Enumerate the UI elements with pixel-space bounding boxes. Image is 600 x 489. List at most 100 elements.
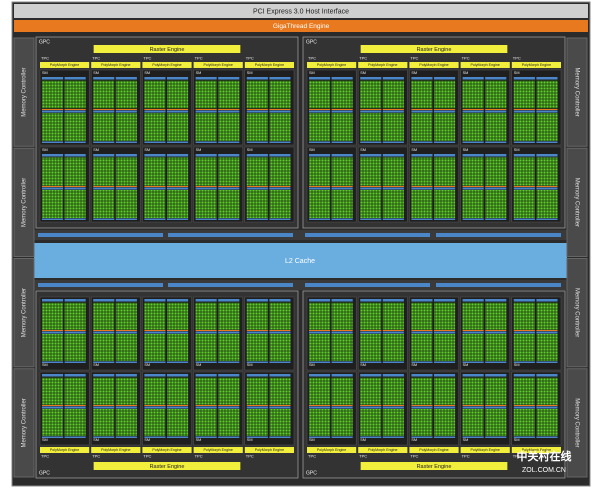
cuda-cores — [269, 334, 291, 361]
cuda-cores — [144, 409, 166, 436]
sm-bus — [246, 110, 268, 113]
gigathread: GigaThread Engine — [273, 23, 330, 30]
sm-bus — [536, 331, 558, 334]
sm-bus — [382, 218, 404, 220]
cuda-cores — [167, 190, 189, 218]
sm-bus — [144, 361, 166, 363]
sm-bus — [331, 374, 353, 377]
sm-bus — [269, 374, 291, 377]
sm-label: SM — [144, 148, 150, 152]
sm-bus — [93, 436, 115, 438]
sm-divider — [246, 186, 268, 187]
sm-bus — [93, 331, 115, 334]
sm-label: SM — [144, 363, 150, 367]
sm-bus — [360, 361, 382, 363]
sm-bus — [115, 331, 137, 334]
raster-engine: Raster Engine — [417, 464, 452, 470]
sm-bus — [246, 361, 268, 363]
sm-divider — [536, 330, 558, 331]
polymorph-bar — [91, 447, 141, 453]
sm-bus — [246, 141, 268, 143]
sm-bus — [462, 436, 484, 438]
sm-bus — [434, 218, 456, 220]
polymorph-engine: PolyMorph Engine — [101, 448, 130, 452]
cuda-cores — [536, 113, 558, 141]
sm-divider — [411, 330, 433, 331]
cuda-cores — [411, 409, 433, 436]
sm-bus — [115, 187, 137, 190]
crossbar — [34, 280, 567, 290]
sm-bus — [536, 436, 558, 438]
sm-bus — [360, 436, 382, 438]
sm-bus — [42, 187, 64, 190]
sm-bus — [513, 374, 535, 377]
sm-label: SM — [247, 71, 253, 75]
sm-bus — [195, 141, 217, 143]
cuda-cores — [462, 377, 484, 405]
crossbar-links — [38, 233, 561, 287]
sm-bus — [536, 154, 558, 157]
sm-bus — [309, 141, 331, 143]
sm-bus — [93, 77, 115, 80]
sm-bus — [167, 110, 189, 113]
tpc-label: TPC — [41, 56, 49, 61]
cuda-cores — [218, 113, 240, 141]
sm-divider — [64, 186, 86, 187]
sm-divider — [269, 405, 291, 406]
cuda-cores — [195, 80, 217, 109]
cuda-cores — [513, 334, 535, 361]
polymorph-bar — [193, 62, 243, 68]
sm-bus — [218, 374, 240, 377]
sm-bus — [42, 77, 64, 80]
cuda-cores — [167, 157, 189, 186]
cuda-cores — [64, 190, 86, 218]
sm-divider — [64, 109, 86, 110]
polymorph-bar — [409, 62, 459, 68]
cuda-cores — [382, 190, 404, 218]
sm-bus — [64, 110, 86, 113]
polymorph-engine: PolyMorph Engine — [522, 63, 551, 67]
sm-bus — [360, 154, 382, 157]
cuda-cores — [309, 377, 331, 405]
sm-bus — [167, 154, 189, 157]
cuda-cores — [64, 80, 86, 109]
polymorph-engine: PolyMorph Engine — [317, 63, 346, 67]
sm-bus — [382, 436, 404, 438]
cuda-cores — [218, 377, 240, 405]
memory-controller-block — [566, 147, 588, 257]
cuda-cores — [331, 409, 353, 436]
sm-bus — [195, 406, 217, 409]
sm-bus — [42, 110, 64, 113]
sm-bus — [115, 436, 137, 438]
cuda-cores — [513, 409, 535, 436]
tpc-label: TPC — [308, 454, 316, 459]
sm-divider — [218, 330, 240, 331]
cuda-cores — [42, 302, 64, 330]
cuda-cores — [218, 80, 240, 109]
sm-divider — [309, 330, 331, 331]
sm-divider — [269, 186, 291, 187]
cuda-cores — [309, 157, 331, 186]
cuda-cores — [485, 302, 507, 330]
sm-bus — [64, 187, 86, 190]
cuda-cores — [115, 377, 137, 405]
sm-bus — [434, 154, 456, 157]
sm-bus — [485, 110, 507, 113]
cuda-cores — [246, 302, 268, 330]
tpc-label: TPC — [246, 454, 254, 459]
sm-bus — [195, 299, 217, 302]
memory-controller: Memory Controller — [573, 178, 579, 227]
cuda-cores — [269, 80, 291, 109]
memory-controller: Memory Controller — [22, 67, 28, 116]
sm-bus — [195, 77, 217, 80]
cuda-cores — [462, 409, 484, 436]
sm-bus — [411, 299, 433, 302]
cuda-cores — [360, 409, 382, 436]
cuda-cores — [246, 113, 268, 141]
sm-bus — [269, 187, 291, 190]
sm-label: SM — [196, 148, 202, 152]
cuda-cores — [42, 377, 64, 405]
cuda-cores — [167, 302, 189, 330]
cuda-cores — [64, 409, 86, 436]
sm-bus — [115, 141, 137, 143]
